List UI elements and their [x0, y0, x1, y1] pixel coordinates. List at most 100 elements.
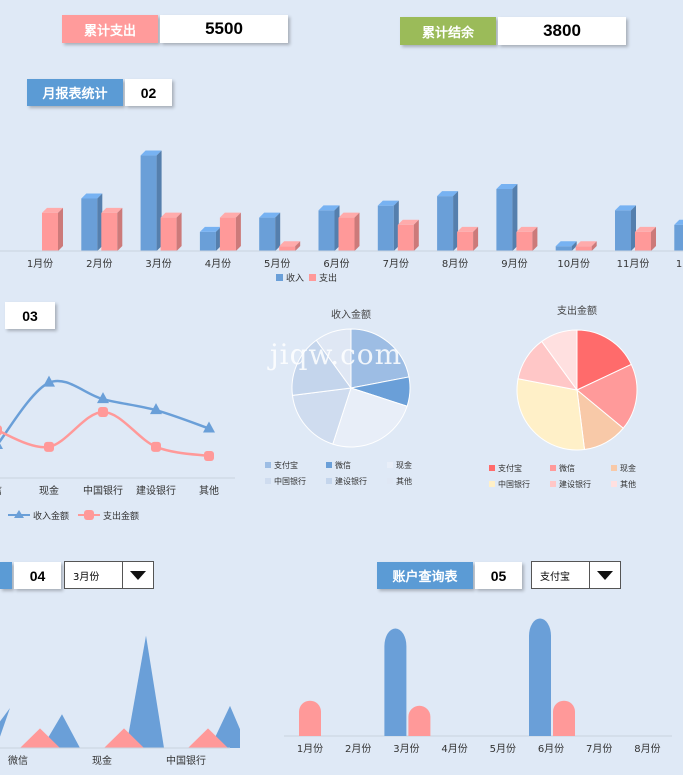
area-income-peak [210, 705, 240, 748]
bar-expense [219, 217, 236, 251]
bar-income [555, 246, 572, 251]
bar-side [97, 193, 103, 251]
bar-top [397, 219, 419, 225]
account-query-chart: 1月份2月份3月份4月份5月份6月份7月份8月份9月份10月份11月份12月份 [284, 618, 672, 755]
area-tick-label: 现金 [92, 754, 112, 767]
pie-legend-label: 中国银行 [274, 476, 306, 486]
legend-expense-swatch [309, 274, 316, 281]
bar-expense [397, 224, 414, 251]
bar-income [81, 198, 98, 251]
bar-top [555, 241, 577, 247]
bar-top [457, 226, 479, 232]
pie-slice [576, 329, 632, 391]
pie-legend-label: 现金 [620, 463, 636, 473]
pie-legend-swatch [489, 481, 495, 487]
pie-legend-label: 微信 [335, 460, 351, 470]
pie-slice [315, 328, 352, 390]
pie-slice [291, 387, 352, 445]
month-tick-label: 10月份 [557, 258, 590, 270]
bar-side [512, 183, 518, 251]
legend-income-label: 收入 [286, 272, 304, 284]
query-month-tick-label: 5月份 [490, 743, 516, 755]
pie-title: 支出金额 [557, 304, 597, 317]
month-dropdown[interactable]: 3月份 [64, 561, 154, 589]
legend-income-marker [14, 510, 24, 518]
month-tick-label: 2月份 [86, 258, 112, 270]
account-area-chart: 微信 现金 中国银行 [0, 635, 240, 767]
bar-side [631, 205, 636, 251]
bar-top [140, 150, 162, 156]
bar-income [496, 188, 513, 251]
month-tick-label: 3月份 [145, 258, 171, 270]
bar-top [377, 200, 399, 206]
bar-side [156, 150, 162, 251]
month-tick-label: 12月份 [676, 258, 683, 270]
line-expense [0, 410, 210, 458]
chevron-down-icon [130, 570, 146, 580]
bar-top [219, 212, 241, 218]
legend-expense-marker [84, 510, 94, 520]
pie-legend-swatch [387, 478, 393, 484]
account-tick-label: 现金 [39, 484, 59, 497]
pie-legend-label: 建设银行 [335, 476, 367, 486]
month-tick-label: 9月份 [501, 258, 527, 270]
month-tick-label: 5月份 [264, 258, 290, 270]
section3-number: 03 [5, 302, 55, 329]
area-expense-peak [188, 728, 228, 748]
account-tick-label: 中国银行 [83, 484, 123, 497]
monthly-report-number: 02 [125, 79, 172, 106]
income-marker [43, 375, 55, 387]
bar-side [295, 241, 301, 251]
bar-income [615, 210, 631, 251]
bar-expense [457, 231, 474, 251]
account-tick-label: 其他 [199, 484, 219, 497]
bar-expense [516, 231, 533, 251]
area-tick-label: 中国银行 [166, 754, 206, 767]
pie-legend-swatch [326, 462, 332, 468]
bar-side [275, 212, 281, 251]
bar-top [635, 226, 656, 232]
month-dropdown-value: 3月份 [73, 571, 100, 583]
month-dropdown-button[interactable] [122, 562, 153, 588]
bar-side [334, 205, 340, 251]
account-dropdown-button[interactable] [589, 562, 620, 588]
month-tick-label: 4月份 [205, 258, 231, 270]
area-expense-peak [20, 728, 60, 748]
bar-income [318, 210, 335, 251]
bar-top [81, 193, 103, 199]
legend-income-swatch [276, 274, 283, 281]
column-expense [553, 700, 575, 736]
month-tick-label: 6月份 [323, 258, 349, 270]
bar-expense [42, 212, 58, 251]
bar-top [615, 205, 636, 211]
bar-top [496, 183, 518, 189]
area-expense-peak [104, 728, 144, 748]
pie-legend-swatch [265, 478, 271, 484]
pie-legend-label: 其他 [620, 479, 636, 489]
bar-side [453, 191, 459, 251]
bar-expense [101, 212, 118, 251]
bar-side [354, 212, 360, 251]
area-tick-label: 微信 [8, 754, 28, 767]
bar-top [199, 226, 221, 232]
account-query-label: 账户查询表 [377, 562, 473, 589]
query-month-tick-label: 7月份 [586, 743, 612, 755]
pie-slice [541, 329, 578, 392]
balance-label: 累计结余 [400, 17, 496, 45]
expense-marker [98, 407, 108, 417]
account-dropdown[interactable]: 支付宝 [531, 561, 621, 589]
expense-marker [44, 441, 54, 452]
account-query-number: 05 [475, 562, 522, 589]
bar-side [413, 219, 419, 251]
account-tick-label: 信 [0, 485, 2, 497]
column-expense [408, 705, 431, 736]
pie-slice [350, 328, 410, 389]
pie-legend-swatch [550, 465, 556, 471]
pie-slice [516, 378, 586, 451]
bar-side [473, 226, 479, 251]
bar-top [318, 205, 340, 211]
bar-expense [279, 246, 296, 251]
